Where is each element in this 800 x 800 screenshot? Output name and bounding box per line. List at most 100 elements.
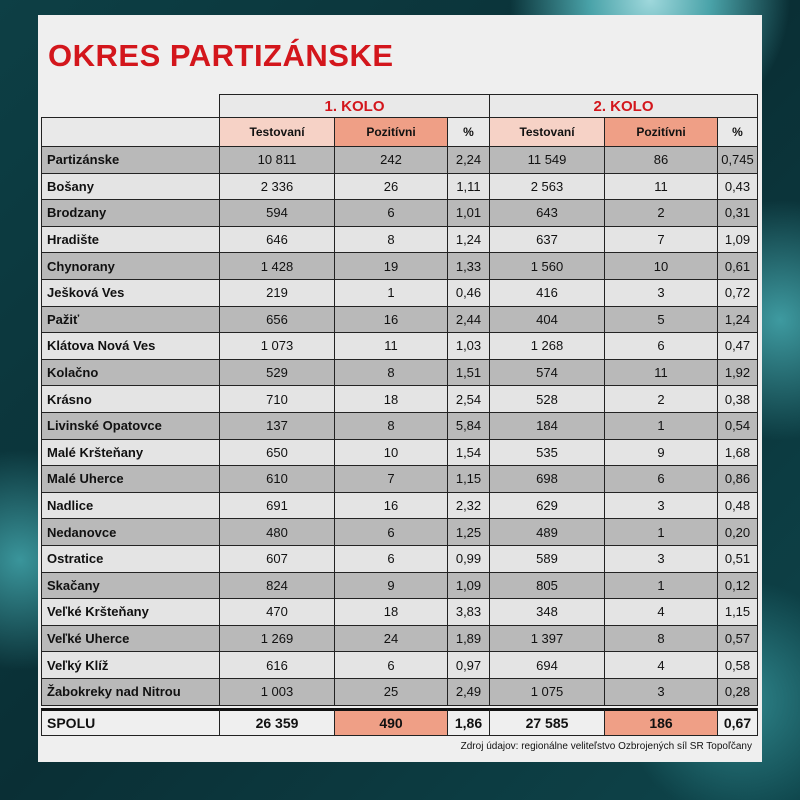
table-cell: 86 — [604, 146, 718, 174]
table-cell: 2 336 — [219, 172, 335, 201]
column-header: Pozitívni — [334, 117, 448, 147]
row-label: Hradište — [41, 225, 220, 254]
table-cell: 0,51 — [717, 545, 758, 573]
table-cell: 0,31 — [717, 199, 758, 227]
table-cell: 0,86 — [717, 465, 758, 493]
row-label: Nadlice — [41, 491, 220, 520]
row-label: Krásno — [41, 385, 220, 413]
table-cell: 11 — [334, 332, 448, 360]
row-label: Veľké Uherce — [41, 624, 220, 653]
table-cell: 698 — [489, 465, 605, 493]
table-cell: 0,61 — [717, 252, 758, 280]
table-cell: 1,01 — [447, 199, 490, 227]
row-label: Ostratice — [41, 545, 220, 573]
row-label: Skačany — [41, 571, 220, 600]
table-cell: 0,57 — [717, 624, 758, 653]
table-cell: 535 — [489, 438, 605, 467]
column-header: % — [447, 117, 490, 147]
table-cell: 10 — [604, 252, 718, 280]
table-cell: 1,15 — [717, 598, 758, 626]
table-cell: 3 — [604, 678, 718, 706]
table-cell: 184 — [489, 412, 605, 440]
row-label: Brodzany — [41, 199, 220, 227]
table-cell: 0,28 — [717, 678, 758, 706]
table-cell: 1 428 — [219, 252, 335, 280]
table-cell: 2,32 — [447, 491, 490, 520]
table-cell: 3 — [604, 545, 718, 573]
total-cell: 0,67 — [717, 707, 758, 736]
table-cell: 637 — [489, 225, 605, 254]
column-header: Pozitívni — [604, 117, 718, 147]
table-cell: 2,54 — [447, 385, 490, 413]
row-label: Veľký Klíž — [41, 651, 220, 679]
table-cell: 694 — [489, 651, 605, 679]
table-cell: 0,99 — [447, 545, 490, 573]
table-cell: 0,43 — [717, 172, 758, 201]
row-label: Bošany — [41, 172, 220, 201]
row-label: Malé Kršteňany — [41, 438, 220, 467]
row-label: Chynorany — [41, 252, 220, 280]
table-cell: 0,54 — [717, 412, 758, 440]
table-cell: 643 — [489, 199, 605, 227]
table-cell: 480 — [219, 518, 335, 546]
table-cell: 6 — [604, 332, 718, 360]
table-cell: 9 — [334, 571, 448, 600]
column-header: % — [717, 117, 758, 147]
table-cell: 3 — [604, 491, 718, 520]
total-cell: 27 585 — [489, 707, 605, 736]
table-cell: 1,25 — [447, 518, 490, 546]
table-cell: 1 — [604, 412, 718, 440]
table-cell: 1 397 — [489, 624, 605, 653]
table-cell: 0,58 — [717, 651, 758, 679]
table-cell: 16 — [334, 305, 448, 334]
table-cell: 1 075 — [489, 678, 605, 706]
table-cell: 219 — [219, 279, 335, 307]
table-cell: 2,44 — [447, 305, 490, 334]
table-cell: 8 — [334, 225, 448, 254]
total-cell: 490 — [334, 707, 448, 736]
table-cell: 1,51 — [447, 358, 490, 387]
row-label: Livinské Opatovce — [41, 412, 220, 440]
title: OKRES PARTIZÁNSKE — [48, 38, 394, 73]
row-label: Žabokreky nad Nitrou — [41, 678, 220, 706]
total-cell: 186 — [604, 707, 718, 736]
table-cell: 1,33 — [447, 252, 490, 280]
table-cell: 137 — [219, 412, 335, 440]
table-cell: 650 — [219, 438, 335, 467]
table-cell: 594 — [219, 199, 335, 227]
table-cell: 5 — [604, 305, 718, 334]
table-cell: 0,46 — [447, 279, 490, 307]
table-cell: 1,11 — [447, 172, 490, 201]
table-cell: 646 — [219, 225, 335, 254]
table-cell: 24 — [334, 624, 448, 653]
row-label: Veľké Kršteňany — [41, 598, 220, 626]
table-cell: 1,24 — [717, 305, 758, 334]
column-header: Testovaní — [219, 117, 335, 147]
table-cell: 0,48 — [717, 491, 758, 520]
table-cell: 6 — [334, 518, 448, 546]
table-cell: 6 — [334, 199, 448, 227]
table-cell: 0,38 — [717, 385, 758, 413]
row-label: Ješková Ves — [41, 279, 220, 307]
header-cell — [41, 117, 220, 147]
table-cell: 1 — [604, 571, 718, 600]
table-cell: 416 — [489, 279, 605, 307]
table-cell: 629 — [489, 491, 605, 520]
table-cell: 2 563 — [489, 172, 605, 201]
table-cell: 18 — [334, 385, 448, 413]
table-cell: 26 — [334, 172, 448, 201]
row-label: Partizánske — [41, 146, 220, 174]
table-cell: 656 — [219, 305, 335, 334]
total-label: SPOLU — [41, 707, 220, 736]
table-cell: 16 — [334, 491, 448, 520]
table-cell: 2 — [604, 199, 718, 227]
table-cell: 5,84 — [447, 412, 490, 440]
table-cell: 7 — [334, 465, 448, 493]
table-cell: 1,03 — [447, 332, 490, 360]
total-cell: 1,86 — [447, 707, 490, 736]
table-cell: 616 — [219, 651, 335, 679]
table-cell: 6 — [334, 545, 448, 573]
table-cell: 2 — [604, 385, 718, 413]
table-cell: 0,20 — [717, 518, 758, 546]
table-cell: 2,49 — [447, 678, 490, 706]
